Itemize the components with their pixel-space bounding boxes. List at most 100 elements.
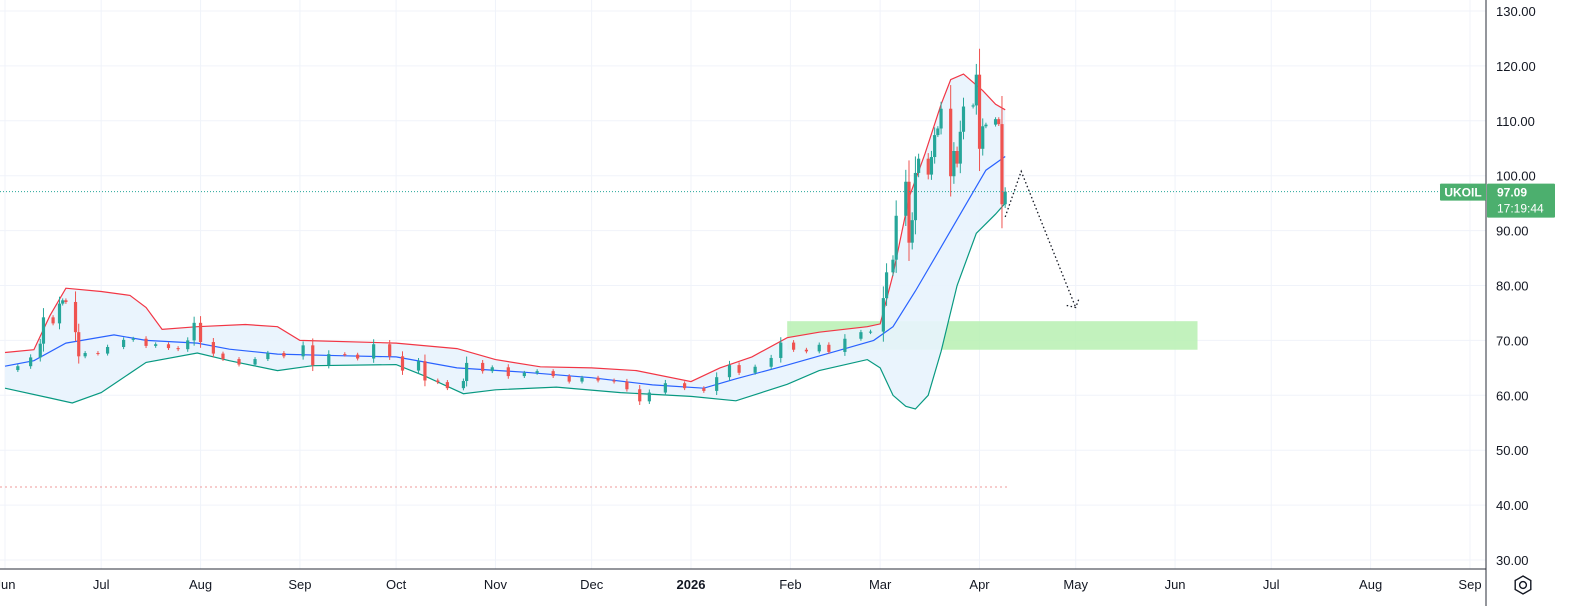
candle-body [416,361,421,371]
candle-body [186,340,190,350]
x-tick-label: Mar [869,577,892,592]
candle-body [131,338,135,340]
y-tick-label: 60.00 [1496,388,1529,403]
candle-body [984,124,988,127]
projection-path [1004,169,1077,308]
candle-body [904,181,908,216]
candle-body [372,344,376,359]
candle-body [949,108,953,177]
x-tick-label: Feb [779,577,801,592]
candle-body [144,338,148,346]
candle-body [73,301,78,333]
candle-body [936,128,940,136]
candle-body [647,392,651,402]
y-tick-label: 30.00 [1496,553,1529,568]
x-tick-label: Jun [1165,577,1186,592]
last-price-label: 97.09 [1497,186,1527,200]
candle-body [625,381,629,390]
candle-body [894,215,898,260]
x-tick-label: Sep [288,577,311,592]
countdown-label: 17:19:44 [1497,202,1544,216]
chart-settings-button[interactable] [1506,570,1540,600]
candle-body [51,317,55,324]
candle-body [952,150,956,177]
x-tick-label: Aug [189,577,212,592]
candle-body [769,357,773,367]
candle-body [791,342,796,350]
candle-body [176,348,180,350]
candle-body [311,345,315,366]
candle-body [41,317,46,344]
grid [0,0,1486,569]
candle-body [64,300,68,302]
candle-body [343,354,347,356]
candle-body [702,388,706,391]
candle-body [166,344,171,349]
candle-body [917,158,921,173]
candle-body [580,377,584,382]
candle-body [465,362,469,382]
x-tick-label: Apr [969,577,990,592]
candle-body [868,331,873,333]
candle-body [29,357,33,367]
candle-body [105,346,110,354]
candle-body [567,376,571,382]
bollinger-bands [4,73,1006,410]
candle-body [266,353,270,360]
candle-body [859,332,863,339]
candle-body [907,181,911,243]
candle-body [327,354,331,366]
candle-body [551,371,555,377]
candle-body [955,150,959,164]
candle-body [638,389,642,402]
candle-body [282,353,286,357]
candle-body [253,359,257,365]
candle-body [977,74,982,149]
y-tick-label: 100.00 [1496,169,1536,184]
candle-body [445,382,449,389]
candle-body [971,105,975,107]
candle-body [884,272,889,299]
y-tick-label: 50.00 [1496,443,1529,458]
candle-body [933,135,937,158]
y-tick-label: 70.00 [1496,333,1529,348]
candle-body [400,356,405,371]
x-tick-label: Jun [0,577,15,592]
candle-body [490,367,494,372]
x-tick-label: Dec [580,577,604,592]
candle-body [715,377,719,391]
candle-body [891,259,895,273]
candle-body [211,342,215,354]
candle-body [961,106,966,132]
candle-body [663,383,667,393]
upper-band-line [4,73,1006,383]
candle-body [804,349,809,352]
band-fill [5,74,1006,409]
candle-body [993,119,998,125]
candle-body [96,353,100,355]
candle-body [997,119,1001,125]
candle-body [461,381,466,389]
candle-body [779,342,783,358]
candle-body [122,339,126,347]
y-tick-label: 110.00 [1496,114,1535,129]
candle-body [221,353,225,360]
candle-body [827,344,831,352]
symbol-label: UKOIL [1444,186,1481,200]
candle-body [192,322,196,341]
candle-body [1003,191,1007,205]
candle-body [926,158,930,175]
x-tick-label: 2026 [677,577,706,592]
candle-body [939,108,943,129]
candle-body [436,380,440,383]
candle-body [612,380,616,382]
y-tick-label: 120.00 [1496,59,1536,74]
x-tick-label: Oct [386,577,407,592]
symbol-badge [1440,183,1486,201]
candle-body [737,365,741,373]
price-badge [1487,183,1555,218]
projection-arrowhead [1066,299,1080,309]
candle-body [753,366,757,373]
